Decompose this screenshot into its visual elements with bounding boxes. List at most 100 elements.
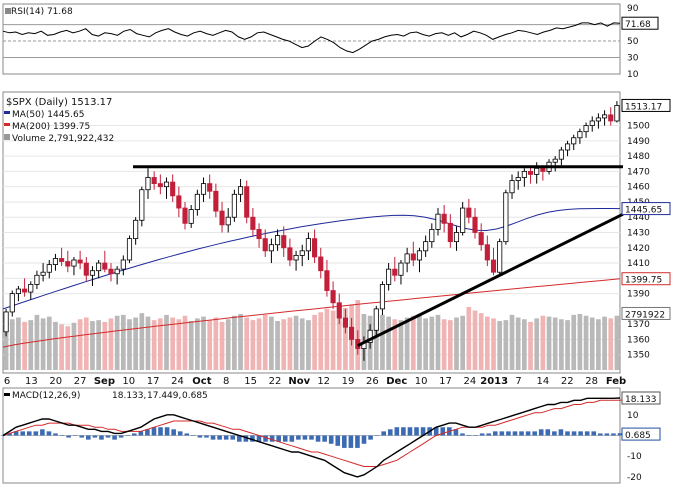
candle-body-42 — [262, 238, 268, 252]
candle-body-22 — [139, 189, 145, 221]
volume-bar-73 — [454, 317, 459, 370]
candle-body-64 — [398, 262, 404, 276]
volume-bar-48 — [299, 318, 305, 370]
macd-hist-bar-35 — [230, 435, 236, 440]
volume-bar-16 — [102, 321, 108, 370]
candle-body-7 — [46, 264, 52, 273]
ma-line-1 — [2, 278, 621, 348]
macd-hist-bar-25 — [164, 427, 170, 436]
volume-bar-54 — [336, 307, 342, 370]
volume-bar-63 — [392, 319, 398, 370]
candle-body-65 — [404, 253, 410, 264]
candle-body-50 — [312, 238, 318, 258]
macd-last-value: 18.133 — [625, 395, 657, 405]
volume-bar-6 — [40, 318, 46, 370]
volume-bar-71 — [441, 319, 447, 370]
volume-bar-79 — [491, 318, 496, 370]
candle-body-81 — [503, 192, 509, 243]
macd-hist-bar-92 — [604, 433, 610, 436]
rsi-legend-label: RSI(14) 71.68 — [11, 7, 73, 17]
rsi-y-tick-90: 90 — [627, 4, 639, 14]
volume-bar-27 — [170, 317, 176, 370]
candle-body-80 — [497, 241, 503, 273]
candle-body-79 — [490, 259, 497, 273]
candle-body-90 — [558, 149, 564, 160]
candle-body-53 — [330, 290, 336, 304]
volume-bar-26 — [164, 314, 169, 370]
candle-body-6 — [40, 271, 46, 276]
macd-hist-bar-56 — [368, 435, 373, 440]
candle-body-98 — [608, 114, 614, 122]
candle-body-40 — [250, 216, 256, 230]
macd-hist-bar-2 — [13, 431, 19, 436]
macd-hist-bar-53 — [348, 435, 354, 448]
macd-hist-bar-12 — [79, 435, 85, 438]
candle-body-61 — [379, 284, 386, 310]
candle-body-31 — [194, 193, 200, 210]
rsi-line — [2, 22, 621, 54]
macd-hist-bar-13 — [86, 435, 91, 440]
rsi-y-tick-50: 50 — [627, 37, 639, 47]
candle-body-39 — [244, 186, 250, 218]
macd-y-tick-10: 10 — [627, 411, 639, 421]
x-tick-15: 26 — [366, 376, 379, 387]
macd-hist-bar-75 — [492, 431, 498, 436]
volume-bar-43 — [269, 316, 274, 370]
macd-hist-bar-43 — [282, 435, 288, 442]
volume-bar-28 — [176, 319, 182, 370]
macd-hist-bar-10 — [66, 435, 71, 438]
macd-hist-bar-47 — [309, 435, 314, 440]
candle-body-83 — [515, 177, 521, 181]
volume-bar-36 — [225, 319, 231, 370]
macd-hist-bar-30 — [197, 435, 203, 438]
macd-hist-bar-38 — [250, 435, 255, 442]
volume-bar-45 — [281, 319, 287, 370]
volume-bar-61 — [380, 314, 385, 370]
candle-body-77 — [478, 232, 484, 246]
candle-body-41 — [256, 229, 262, 240]
candle-body-17 — [108, 268, 114, 275]
price-y-tick-1360: 1360 — [627, 335, 650, 345]
ma200-legend: MA(200) 1399.75 — [12, 122, 90, 132]
x-tick-10: 15 — [244, 376, 257, 387]
macd-hist-bar-36 — [237, 435, 242, 442]
volume-bar-96 — [596, 319, 601, 370]
macd-hist-bar-93 — [611, 433, 616, 436]
macd-y-tick--10: -10 — [627, 452, 642, 462]
price-last-value-box — [621, 98, 671, 112]
volume-bar-34 — [213, 317, 219, 370]
volume-bar-68 — [423, 318, 428, 370]
volume-bar-93 — [577, 314, 583, 370]
macd-hist-bar-77 — [506, 431, 511, 436]
x-tick-5: 10 — [122, 376, 135, 387]
macd-hist-bar-52 — [342, 435, 347, 448]
candle-body-14 — [89, 270, 96, 276]
volume-bar-23 — [145, 316, 151, 370]
volume-legend-swatch — [4, 134, 10, 140]
price-y-tick-1430: 1430 — [627, 229, 650, 239]
macd-hist-bar-89 — [584, 431, 590, 436]
volume-bar-17 — [108, 318, 114, 370]
macd-hist-bar-49 — [322, 435, 327, 442]
candle-body-44 — [275, 235, 281, 246]
volume-bar-51 — [318, 312, 324, 370]
macd-hist-bar-85 — [558, 429, 564, 436]
candle-body-29 — [182, 207, 188, 224]
macd-hist-bar-59 — [387, 429, 393, 436]
macd-hist-last-value: 0.685 — [625, 431, 651, 441]
volume-bar-9 — [59, 324, 64, 370]
macd-hist-bar-31 — [204, 435, 209, 438]
macd-hist-bar-39 — [256, 435, 262, 442]
rsi-legend-swatch — [5, 8, 11, 14]
macd-hist-bar-79 — [519, 431, 524, 436]
candle-body-66 — [410, 253, 416, 261]
candle-body-38 — [237, 186, 244, 195]
volume-bar-62 — [386, 316, 391, 370]
candle-body-12 — [77, 259, 83, 264]
macd-hist-bar-37 — [243, 435, 249, 442]
price-title: $SPX (Daily) 1513.17 — [6, 97, 112, 108]
candle-body-2 — [15, 288, 21, 295]
volume-bar-18 — [114, 315, 120, 370]
x-tick-13: 12 — [317, 376, 330, 387]
candle-body-23 — [145, 177, 151, 191]
